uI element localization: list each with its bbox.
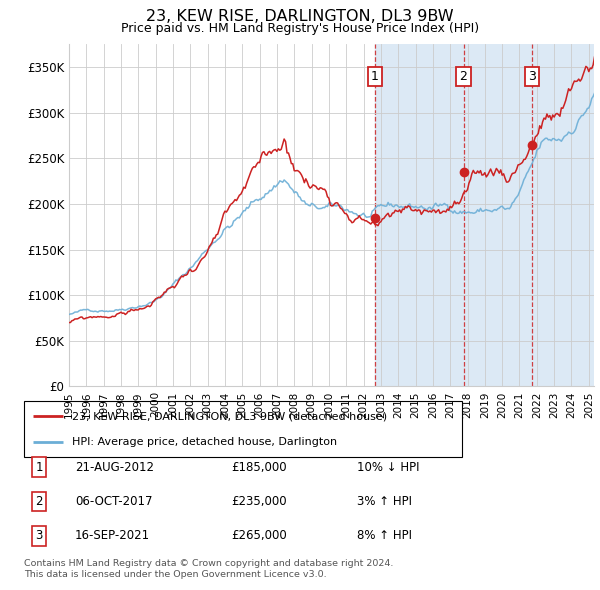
- Text: 1: 1: [371, 70, 379, 83]
- Text: 1: 1: [35, 461, 43, 474]
- Text: 8% ↑ HPI: 8% ↑ HPI: [357, 529, 412, 542]
- Text: This data is licensed under the Open Government Licence v3.0.: This data is licensed under the Open Gov…: [24, 571, 326, 579]
- Text: 23, KEW RISE, DARLINGTON, DL3 9BW (detached house): 23, KEW RISE, DARLINGTON, DL3 9BW (detac…: [72, 411, 388, 421]
- Text: £235,000: £235,000: [231, 495, 287, 508]
- Text: Contains HM Land Registry data © Crown copyright and database right 2024.: Contains HM Land Registry data © Crown c…: [24, 559, 394, 568]
- Text: £185,000: £185,000: [231, 461, 287, 474]
- Text: 3% ↑ HPI: 3% ↑ HPI: [357, 495, 412, 508]
- Text: HPI: Average price, detached house, Darlington: HPI: Average price, detached house, Darl…: [72, 437, 337, 447]
- Text: 06-OCT-2017: 06-OCT-2017: [75, 495, 152, 508]
- Text: 3: 3: [35, 529, 43, 542]
- Text: 21-AUG-2012: 21-AUG-2012: [75, 461, 154, 474]
- Bar: [374, 44, 600, 386]
- Text: £265,000: £265,000: [231, 529, 287, 542]
- Text: 2: 2: [460, 70, 467, 83]
- Text: Price paid vs. HM Land Registry's House Price Index (HPI): Price paid vs. HM Land Registry's House …: [121, 22, 479, 35]
- Text: 23, KEW RISE, DARLINGTON, DL3 9BW: 23, KEW RISE, DARLINGTON, DL3 9BW: [146, 9, 454, 24]
- Text: 2: 2: [35, 495, 43, 508]
- Text: 3: 3: [528, 70, 536, 83]
- Text: 10% ↓ HPI: 10% ↓ HPI: [357, 461, 419, 474]
- Text: 16-SEP-2021: 16-SEP-2021: [75, 529, 150, 542]
